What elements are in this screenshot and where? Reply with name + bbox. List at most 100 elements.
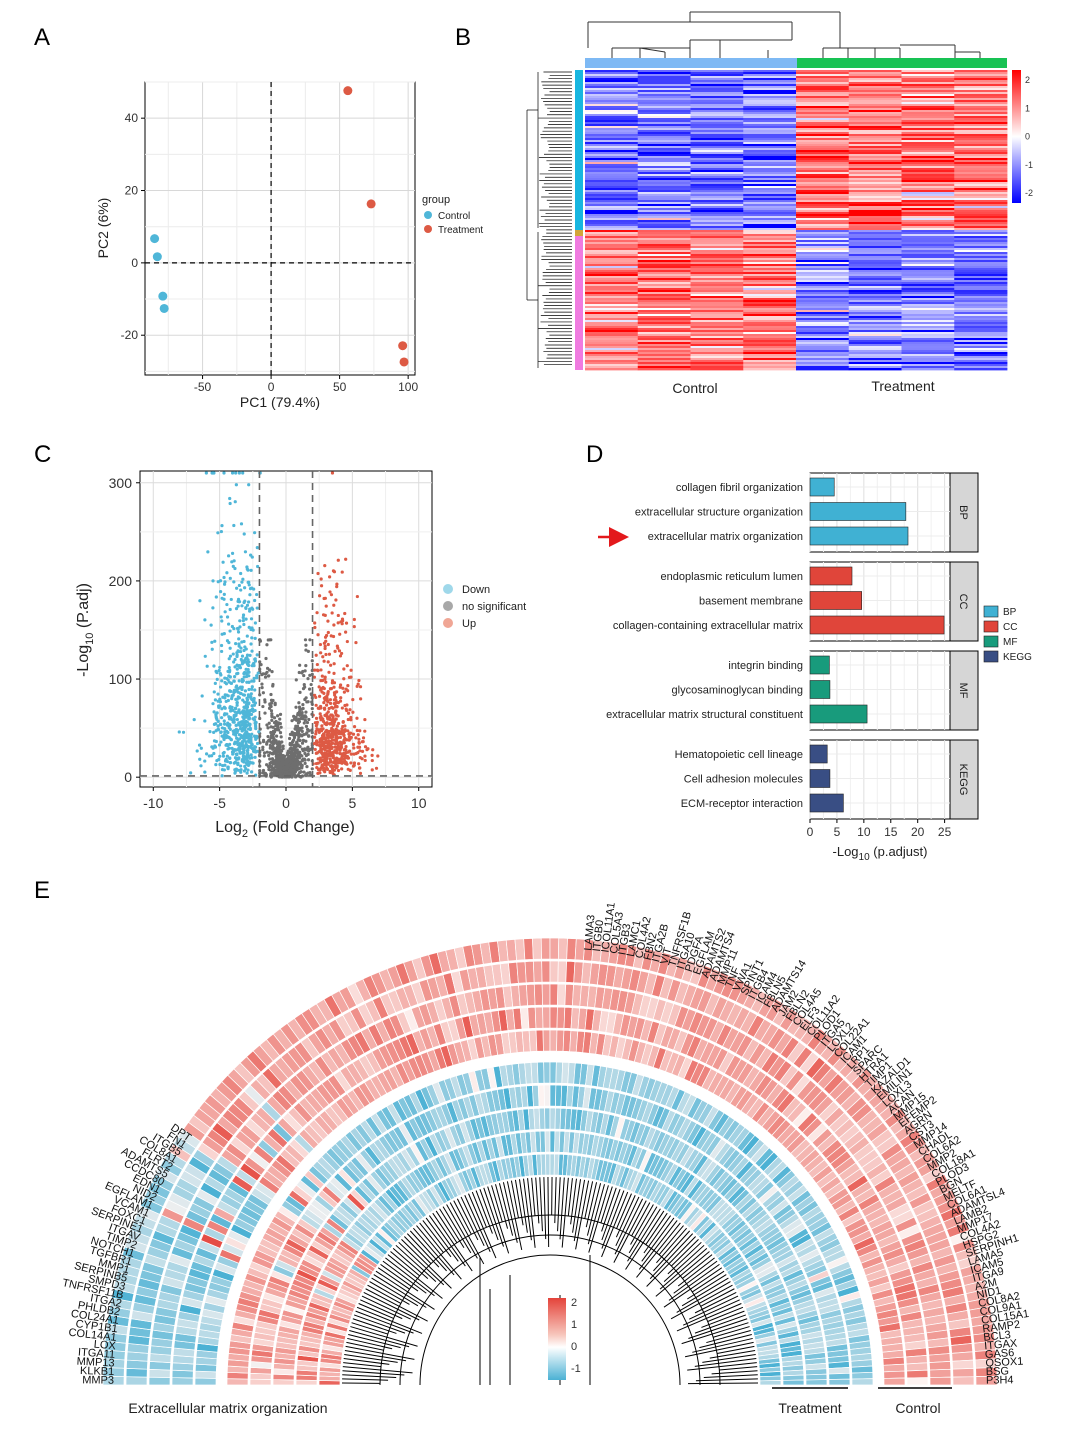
volcano-point-up — [336, 558, 340, 562]
heatmap-cell — [743, 246, 797, 249]
volcano-point-down — [205, 664, 209, 668]
heatmap-cell — [743, 96, 797, 99]
heatmap-cell — [637, 82, 691, 85]
enrichment-bar — [809, 655, 830, 675]
heatmap-cell — [743, 352, 797, 355]
volcano-point-ns — [290, 754, 295, 758]
heatmap-cell — [954, 218, 1008, 221]
volcano-point-down — [220, 649, 224, 654]
volcano-point-up — [321, 655, 325, 659]
heatmap-cell — [796, 184, 850, 187]
heatmap-cell — [585, 340, 639, 343]
volcano-point-up — [346, 711, 351, 715]
heatmap-cell — [743, 368, 797, 371]
circular-heatmap-cell — [549, 983, 559, 1006]
heatmap-cell — [690, 70, 744, 73]
volcano-point-ns — [293, 773, 297, 778]
heatmap-cell — [637, 348, 691, 351]
heatmap-cell — [585, 276, 639, 279]
volcano-point-up — [322, 707, 327, 711]
heatmap-cell — [954, 332, 1008, 335]
volcano-point-down — [226, 767, 230, 771]
heatmap-cell — [796, 364, 850, 367]
volcano-point-down — [237, 686, 242, 690]
volcano-point-down — [235, 701, 239, 705]
volcano-point-up — [346, 729, 350, 733]
volcano-point-up — [325, 703, 329, 707]
volcano-point-ns — [281, 769, 285, 773]
heatmap-cell — [637, 310, 691, 313]
heatmap-cell — [585, 124, 639, 127]
volcano-point-up — [376, 754, 380, 758]
volcano-point-down — [233, 665, 237, 669]
volcano-point-down — [244, 606, 248, 610]
heatmap-cell — [637, 290, 691, 293]
volcano-point-up — [332, 738, 336, 742]
heatmap-cell — [901, 202, 955, 205]
heatmap-cell — [585, 242, 639, 245]
heatmap-cell — [585, 304, 639, 307]
heatmap-cell — [954, 214, 1008, 217]
volcano-point-ns — [308, 673, 312, 677]
volcano-point-down — [237, 583, 241, 588]
volcano-point-up — [338, 748, 342, 752]
volcano-point-ns — [300, 741, 305, 745]
heatmap-cell — [690, 150, 744, 153]
facet-strip-label: KEGG — [957, 764, 969, 796]
volcano-point-down — [228, 761, 233, 765]
heatmap-cell — [901, 130, 955, 133]
volcano-point-up — [318, 642, 323, 647]
volcano-point-up — [327, 652, 332, 656]
heatmap-cell — [637, 340, 691, 343]
heatmap-cell — [954, 130, 1008, 133]
heatmap-cell — [848, 122, 902, 125]
pca-points — [150, 86, 409, 367]
heatmap-cell — [690, 248, 744, 251]
volcano-point-up — [343, 756, 348, 760]
heatmap-cell — [954, 320, 1008, 323]
heatmap-cell — [901, 358, 955, 361]
heatmap-cell — [637, 72, 691, 75]
heatmap-cell — [848, 184, 902, 187]
heatmap-cell — [848, 320, 902, 323]
circular-heatmap-cell — [537, 1084, 545, 1107]
heatmap-cell — [901, 126, 955, 129]
volcano-point-up — [318, 594, 322, 598]
heatmap-cell — [848, 164, 902, 167]
heatmap-cell — [901, 326, 955, 329]
volcano-point-up — [363, 729, 367, 733]
heatmap-cell — [901, 346, 955, 349]
volcano-point-down — [236, 743, 240, 747]
volcano-point-up — [333, 742, 337, 746]
volcano-point-up — [370, 753, 374, 757]
circular-heatmap-cell — [540, 937, 551, 960]
heatmap-cell — [848, 238, 902, 241]
heatmap-cell — [690, 72, 744, 75]
heatmap-cell — [954, 162, 1008, 165]
heatmap-cell — [743, 296, 797, 299]
heatmap-cell — [848, 226, 902, 229]
heatmap-cell — [585, 112, 639, 115]
volcano-point-down — [255, 674, 259, 678]
heatmap-cell — [585, 284, 639, 287]
heatmap-cell — [954, 212, 1008, 215]
heatmap-cell — [637, 166, 691, 169]
volcano-point-up — [321, 736, 325, 741]
heatmap-cell — [637, 276, 691, 279]
heatmap-cell — [796, 140, 850, 143]
volcano-point-ns — [303, 685, 307, 689]
volcano-point-down — [209, 623, 213, 627]
heatmap-cell — [743, 214, 797, 217]
heatmap-cell — [585, 262, 639, 265]
heatmap-cell — [796, 96, 850, 99]
volcano-point-ns — [306, 677, 310, 681]
heatmap-cell — [690, 320, 744, 323]
heatmap-cell — [848, 152, 902, 155]
volcano-point-down — [233, 690, 237, 694]
volcano-point-ns — [280, 740, 284, 744]
heatmap-cell — [743, 262, 797, 265]
heatmap-cell — [743, 252, 797, 255]
heatmap-cell — [637, 182, 691, 185]
heatmap-cell — [796, 78, 850, 81]
volcano-point-ns — [294, 678, 298, 682]
